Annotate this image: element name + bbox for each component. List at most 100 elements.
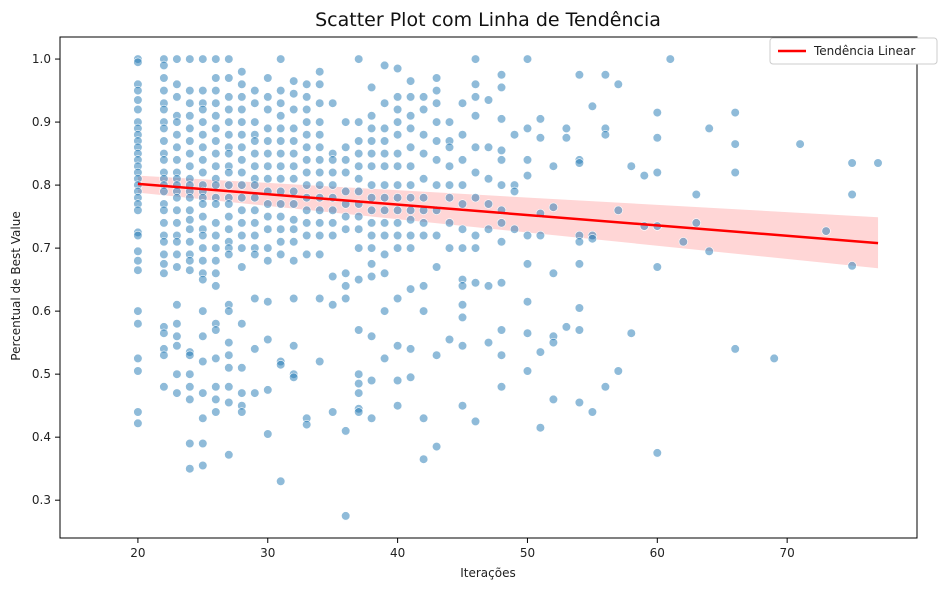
data-point xyxy=(185,382,195,392)
data-point xyxy=(133,104,143,115)
data-point xyxy=(172,237,182,247)
data-point xyxy=(211,281,221,291)
data-point xyxy=(483,174,494,184)
data-point xyxy=(457,281,468,291)
data-point xyxy=(159,350,169,360)
data-point xyxy=(250,117,260,127)
data-point xyxy=(522,171,533,181)
data-point xyxy=(302,420,312,430)
data-point xyxy=(289,293,299,304)
data-point xyxy=(380,180,390,190)
data-point xyxy=(393,293,403,304)
data-point xyxy=(574,303,585,313)
data-point xyxy=(328,407,338,417)
data-point xyxy=(341,224,351,234)
data-point xyxy=(289,104,299,115)
data-point xyxy=(652,133,662,143)
data-point xyxy=(198,230,208,241)
data-point xyxy=(470,142,481,152)
data-point xyxy=(406,284,416,294)
data-point xyxy=(263,256,273,266)
data-point xyxy=(380,60,390,71)
data-point xyxy=(276,174,286,184)
data-point xyxy=(367,161,377,171)
data-point xyxy=(159,186,169,196)
data-point xyxy=(185,265,195,275)
data-point xyxy=(730,344,740,354)
data-point xyxy=(354,369,364,379)
data-point xyxy=(172,369,182,379)
data-point xyxy=(133,353,143,364)
data-point xyxy=(237,262,247,272)
data-point xyxy=(315,356,325,367)
data-point xyxy=(367,271,377,282)
data-point xyxy=(237,363,247,373)
data-point xyxy=(406,205,416,215)
data-point xyxy=(237,79,247,89)
data-point xyxy=(289,174,299,184)
data-point xyxy=(380,218,390,228)
y-tick-label: 0.5 xyxy=(32,367,51,381)
data-point xyxy=(185,369,195,379)
data-point xyxy=(432,350,442,360)
data-point xyxy=(380,123,390,133)
data-point xyxy=(263,174,273,184)
data-point xyxy=(263,385,273,395)
axes-layer xyxy=(59,36,918,539)
data-point xyxy=(367,193,377,203)
data-point xyxy=(198,104,208,115)
data-point xyxy=(237,92,247,102)
data-point xyxy=(237,319,247,329)
data-point xyxy=(847,189,857,200)
data-point xyxy=(198,243,208,253)
data-point xyxy=(354,117,364,127)
data-point xyxy=(380,193,390,203)
data-point xyxy=(185,136,195,146)
data-point xyxy=(289,186,299,196)
data-point xyxy=(237,117,247,127)
data-point xyxy=(315,67,325,77)
data-point xyxy=(302,155,312,165)
data-point xyxy=(470,92,481,102)
data-point xyxy=(224,199,234,209)
data-point xyxy=(704,123,714,133)
data-point xyxy=(613,205,623,215)
data-point xyxy=(522,328,533,338)
data-point xyxy=(276,161,286,171)
data-point xyxy=(444,180,455,190)
data-point xyxy=(302,249,312,259)
data-point xyxy=(457,300,468,310)
data-point xyxy=(393,341,403,351)
data-point xyxy=(133,85,143,96)
data-point xyxy=(522,297,533,307)
data-point xyxy=(133,246,143,256)
data-point xyxy=(328,271,338,282)
data-point xyxy=(406,161,416,171)
data-point xyxy=(470,193,481,203)
data-point xyxy=(367,230,377,241)
data-point xyxy=(263,73,273,83)
data-point xyxy=(496,180,507,190)
data-point xyxy=(406,180,416,190)
data-point xyxy=(457,312,468,323)
data-point xyxy=(211,382,221,392)
y-tick-label: 0.9 xyxy=(32,115,51,129)
data-point xyxy=(159,237,169,247)
data-point xyxy=(496,382,507,392)
data-point xyxy=(496,70,507,80)
data-point xyxy=(224,149,234,159)
trend-line-layer xyxy=(137,182,879,245)
data-point xyxy=(224,212,234,222)
data-point xyxy=(198,356,208,367)
data-point xyxy=(159,104,169,115)
data-point xyxy=(224,130,234,140)
data-point xyxy=(406,243,416,253)
data-point xyxy=(444,218,455,228)
data-point xyxy=(250,218,260,228)
data-point xyxy=(289,372,299,382)
data-point xyxy=(263,334,273,345)
data-point xyxy=(276,224,286,234)
data-point xyxy=(444,334,455,345)
y-tick-label: 0.6 xyxy=(32,304,51,318)
data-point xyxy=(393,243,403,253)
